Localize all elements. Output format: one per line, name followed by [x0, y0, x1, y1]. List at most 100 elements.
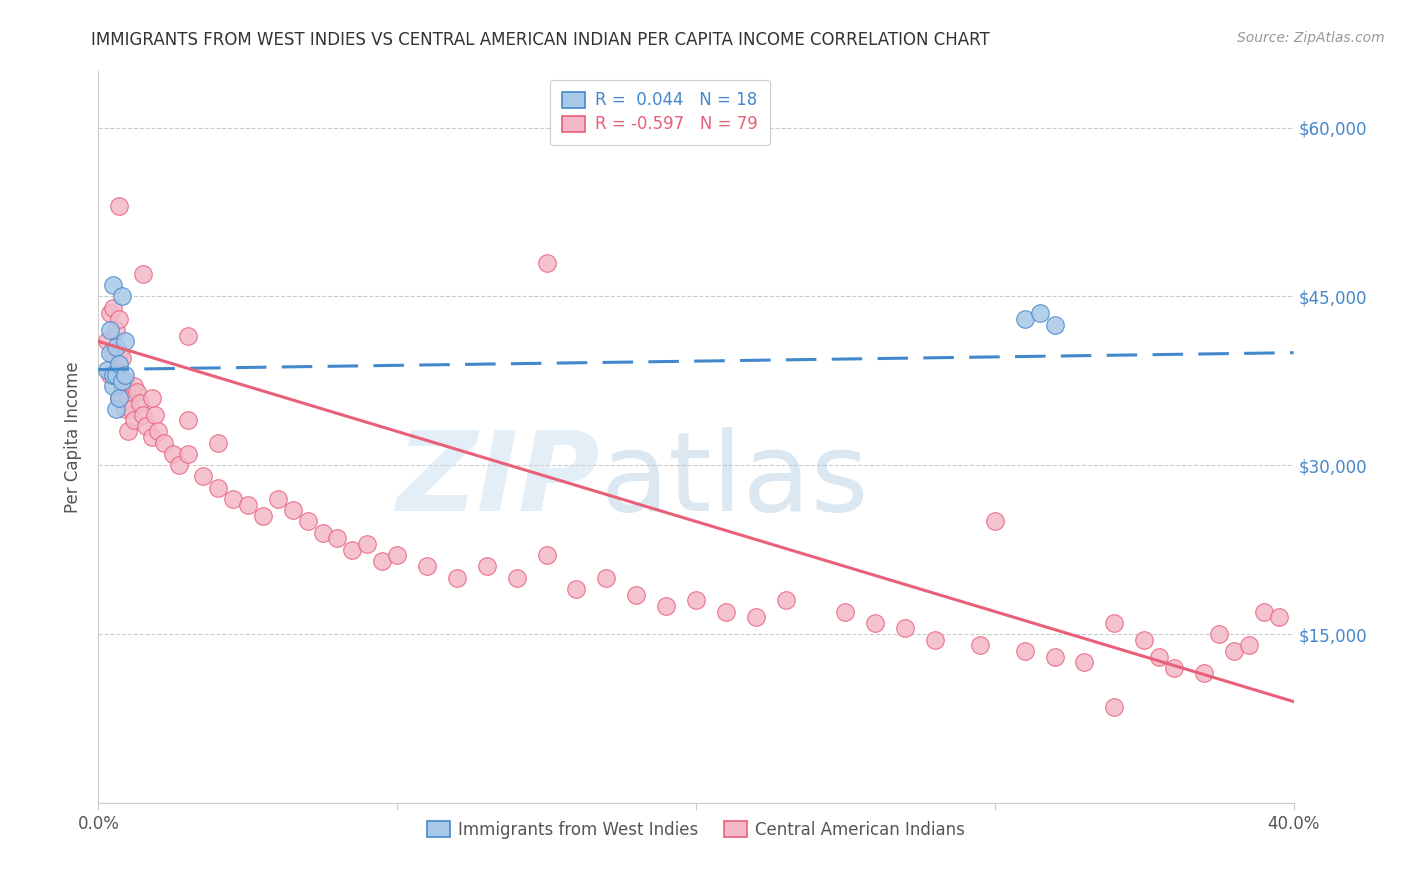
- Point: [98, 323, 122, 337]
- Point: [111, 374, 134, 388]
- Point: [775, 593, 797, 607]
- Point: [177, 413, 200, 427]
- Point: [1253, 605, 1275, 619]
- Point: [96, 334, 118, 349]
- Point: [1208, 627, 1230, 641]
- Point: [127, 385, 149, 400]
- Point: [385, 548, 409, 562]
- Point: [114, 374, 136, 388]
- Point: [191, 469, 214, 483]
- Point: [1223, 644, 1246, 658]
- Point: [98, 345, 122, 359]
- Point: [1028, 306, 1050, 320]
- Point: [120, 401, 142, 416]
- Point: [626, 588, 648, 602]
- Point: [475, 559, 498, 574]
- Point: [267, 491, 290, 506]
- Point: [177, 447, 200, 461]
- Point: [1163, 661, 1185, 675]
- Point: [105, 340, 128, 354]
- Point: [1192, 666, 1215, 681]
- Point: [117, 425, 139, 439]
- Point: [143, 408, 166, 422]
- Point: [1133, 632, 1156, 647]
- Point: [865, 615, 887, 630]
- Point: [111, 289, 134, 303]
- Point: [132, 408, 155, 422]
- Point: [252, 508, 274, 523]
- Y-axis label: Per Capita Income: Per Capita Income: [65, 361, 83, 513]
- Legend: Immigrants from West Indies, Central American Indians: Immigrants from West Indies, Central Ame…: [420, 814, 972, 846]
- Point: [96, 362, 118, 376]
- Point: [1043, 649, 1066, 664]
- Point: [595, 571, 617, 585]
- Point: [105, 401, 128, 416]
- Point: [108, 345, 131, 359]
- Text: ZIP: ZIP: [396, 427, 600, 534]
- Point: [1014, 644, 1036, 658]
- Text: atlas: atlas: [600, 427, 869, 534]
- Text: IMMIGRANTS FROM WEST INDIES VS CENTRAL AMERICAN INDIAN PER CAPITA INCOME CORRELA: IMMIGRANTS FROM WEST INDIES VS CENTRAL A…: [91, 31, 990, 49]
- Point: [969, 638, 991, 652]
- Point: [506, 571, 529, 585]
- Point: [177, 328, 200, 343]
- Point: [148, 425, 170, 439]
- Point: [207, 435, 229, 450]
- Point: [129, 396, 152, 410]
- Point: [745, 610, 768, 624]
- Point: [326, 532, 349, 546]
- Point: [111, 351, 134, 366]
- Point: [108, 199, 131, 213]
- Point: [135, 418, 157, 433]
- Point: [1147, 649, 1170, 664]
- Point: [103, 278, 125, 293]
- Point: [141, 430, 163, 444]
- Point: [924, 632, 946, 647]
- Point: [342, 542, 364, 557]
- Point: [236, 498, 259, 512]
- Point: [222, 491, 245, 506]
- Point: [1014, 312, 1036, 326]
- Point: [984, 515, 1007, 529]
- Point: [536, 548, 558, 562]
- Point: [536, 255, 558, 269]
- Point: [167, 458, 190, 473]
- Point: [103, 368, 125, 383]
- Point: [103, 379, 125, 393]
- Point: [1267, 610, 1289, 624]
- Point: [1104, 615, 1126, 630]
- Point: [416, 559, 439, 574]
- Point: [124, 379, 146, 393]
- Point: [311, 525, 333, 540]
- Point: [117, 391, 139, 405]
- Point: [371, 554, 394, 568]
- Point: [98, 306, 122, 320]
- Point: [894, 621, 917, 635]
- Point: [103, 345, 125, 359]
- Point: [103, 301, 125, 315]
- Point: [108, 312, 131, 326]
- Text: Source: ZipAtlas.com: Source: ZipAtlas.com: [1237, 31, 1385, 45]
- Point: [141, 391, 163, 405]
- Point: [834, 605, 856, 619]
- Point: [132, 267, 155, 281]
- Point: [114, 401, 136, 416]
- Point: [98, 368, 122, 383]
- Point: [1043, 318, 1066, 332]
- Point: [446, 571, 468, 585]
- Point: [105, 323, 128, 337]
- Point: [111, 379, 134, 393]
- Point: [114, 368, 136, 383]
- Point: [281, 503, 304, 517]
- Point: [114, 334, 136, 349]
- Point: [108, 391, 131, 405]
- Point: [297, 515, 319, 529]
- Point: [105, 368, 128, 383]
- Point: [1237, 638, 1260, 652]
- Point: [655, 599, 678, 613]
- Point: [153, 435, 176, 450]
- Point: [105, 362, 128, 376]
- Point: [356, 537, 378, 551]
- Point: [207, 481, 229, 495]
- Point: [108, 357, 131, 371]
